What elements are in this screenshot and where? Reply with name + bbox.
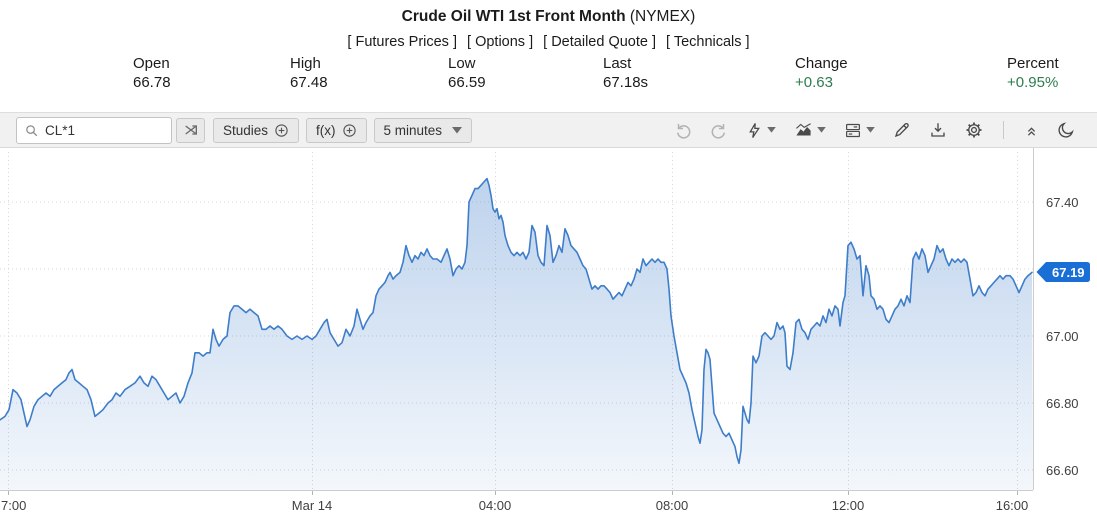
chevron-down-icon <box>767 127 776 133</box>
quote-label: High <box>290 55 321 72</box>
quote-low: Low 66.59 <box>448 54 486 92</box>
time-axis[interactable]: 7:00 Mar 14 04:00 08:00 12:00 16:00 <box>0 490 1033 517</box>
last-price-badge-value: 67.19 <box>1052 265 1085 280</box>
link-detailed-quote[interactable]: [ Detailed Quote ] <box>543 34 656 50</box>
price-area-fill <box>0 178 1033 490</box>
price-axis-label: 67.40 <box>1046 195 1079 210</box>
time-axis-tick <box>672 491 673 495</box>
price-line <box>0 177 1033 465</box>
quote-value: 66.59 <box>448 74 486 91</box>
quote-value: 67.18s <box>603 74 649 91</box>
period-dropdown[interactable]: 5 minutes <box>373 117 473 143</box>
quote-label: Change <box>795 55 848 72</box>
chevron-down-icon <box>817 127 826 133</box>
time-axis-label: 12:00 <box>831 498 865 513</box>
symbol-search-box[interactable] <box>16 116 172 144</box>
time-axis-tick <box>848 491 849 495</box>
quote-value: 66.78 <box>133 74 171 91</box>
instrument-name: Crude Oil WTI 1st Front Month <box>401 8 626 25</box>
download-icon <box>931 123 945 137</box>
chevron-down-icon <box>452 126 463 133</box>
quote-high: High 67.48 <box>290 54 328 92</box>
quote-label: Last <box>603 55 632 72</box>
toolbar-separator <box>1003 121 1004 139</box>
time-axis-label: 08:00 <box>655 498 689 513</box>
time-axis-tick <box>1017 491 1018 495</box>
price-chart[interactable] <box>0 148 1033 490</box>
area-chart-icon <box>796 122 811 135</box>
draw-button[interactable] <box>893 121 911 139</box>
layout-panels-icon <box>846 123 860 137</box>
search-icon <box>26 124 38 136</box>
moon-icon <box>1058 122 1074 138</box>
quote-label: Low <box>448 55 476 72</box>
time-axis-label: 16:00 <box>995 498 1029 513</box>
quote-value: +0.63 <box>795 74 833 91</box>
period-label: 5 minutes <box>383 122 443 138</box>
download-button[interactable] <box>929 121 947 139</box>
add-circle-icon <box>275 123 288 137</box>
compare-icon <box>184 125 197 135</box>
pencil-icon <box>894 122 909 138</box>
quote-change: Change +0.63 <box>795 54 848 92</box>
price-axis-label: 67.00 <box>1046 329 1079 344</box>
events-lightning-icon <box>749 122 760 138</box>
time-axis-label: 04:00 <box>478 498 512 513</box>
time-axis-tick <box>312 491 313 495</box>
fx-label: f(x) <box>316 122 336 138</box>
quote-value: 67.48 <box>290 74 328 91</box>
link-technicals[interactable]: [ Technicals ] <box>666 34 750 50</box>
symbol-search-input[interactable] <box>43 121 157 139</box>
price-axis-label: 66.60 <box>1046 463 1079 478</box>
settings-gear-icon <box>966 122 982 138</box>
events-dropdown[interactable] <box>746 122 776 139</box>
quote-nav-links: [ Futures Prices ] [ Options ] [ Detaile… <box>0 34 1097 50</box>
redo-icon <box>711 124 725 139</box>
dark-mode-toggle[interactable] <box>1057 121 1075 139</box>
studies-button[interactable]: Studies <box>213 117 300 143</box>
quote-open: Open 66.78 <box>133 54 171 92</box>
last-price-badge: 67.19 <box>1036 262 1090 282</box>
chart-toolbar: Studies f(x) 5 minutes <box>0 112 1097 148</box>
quote-value: +0.95% <box>1007 74 1059 91</box>
undo-icon <box>677 124 691 139</box>
double-chevron-up-icon <box>1027 126 1036 136</box>
quote-last: Last 67.18s <box>603 54 648 92</box>
view-layout-dropdown[interactable] <box>844 122 875 139</box>
compare-symbols-button[interactable] <box>176 117 205 143</box>
settings-button[interactable] <box>965 121 983 139</box>
page-title: Crude Oil WTI 1st Front Month (NYMEX) <box>0 8 1097 26</box>
collapse-toolbar-button[interactable] <box>1024 123 1039 138</box>
time-axis-tick <box>495 491 496 495</box>
quote-label: Open <box>133 55 170 72</box>
quote-percent: Percent +0.95% <box>1007 54 1059 92</box>
quote-label: Percent <box>1007 55 1059 72</box>
chevron-down-icon <box>866 127 875 133</box>
add-circle-icon <box>342 123 356 137</box>
time-axis-label: Mar 14 <box>291 498 333 513</box>
price-axis[interactable]: 67.40 67.00 66.80 66.60 67.19 <box>1033 148 1097 490</box>
redo-button[interactable] <box>710 121 728 139</box>
undo-button[interactable] <box>674 121 692 139</box>
chart-type-dropdown[interactable] <box>794 122 826 139</box>
exchange-name: (NYMEX) <box>629 8 696 25</box>
price-axis-label: 66.80 <box>1046 396 1079 411</box>
area-chart-canvas[interactable] <box>0 148 1033 490</box>
link-futures-prices[interactable]: [ Futures Prices ] <box>347 34 457 50</box>
studies-label: Studies <box>223 122 269 138</box>
time-axis-label: 7:00 <box>1 498 27 513</box>
time-axis-tick <box>8 491 9 495</box>
link-options[interactable]: [ Options ] <box>467 34 534 50</box>
fx-button[interactable]: f(x) <box>306 117 367 143</box>
